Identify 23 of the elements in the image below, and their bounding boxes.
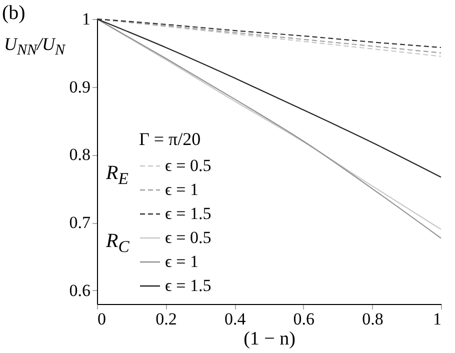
y-tick-label: 0.8 xyxy=(69,145,90,164)
x-tick-label: 0.2 xyxy=(156,310,177,328)
annotation: R$_{E}$ xyxy=(106,162,128,189)
legend-label: ϵ = 0.5 xyxy=(165,156,212,175)
y-tick-label: 0.6 xyxy=(69,280,90,300)
x-axis-title: (1 − n) xyxy=(244,328,296,350)
text: (b) xyxy=(2,2,26,25)
x-tick-label: 1 xyxy=(433,310,442,328)
x-tick-label: 0.8 xyxy=(362,310,384,328)
annotation: R$_{C}$ xyxy=(106,230,130,257)
legend-label: ϵ = 1.5 xyxy=(165,204,212,223)
legend-label: ϵ = 1.5 xyxy=(165,276,212,295)
y-tick-label: 1 xyxy=(82,10,90,28)
x-tick-label: 0.4 xyxy=(224,310,246,328)
legend-label: ϵ = 1 xyxy=(165,252,198,271)
y-axis-title: U$_{NN}$/U$_{N}$ xyxy=(4,34,66,60)
y-tick-label: 0.7 xyxy=(69,213,91,232)
legend-label: ϵ = 1 xyxy=(165,180,198,199)
x-tick-label: 0 xyxy=(98,310,106,328)
y-tick-label: 0.9 xyxy=(69,77,90,96)
legend-label: ϵ = 0.5 xyxy=(165,228,212,247)
x-tick-label: 0.6 xyxy=(293,310,315,328)
legend-title: Γ = π/20 xyxy=(139,129,201,149)
